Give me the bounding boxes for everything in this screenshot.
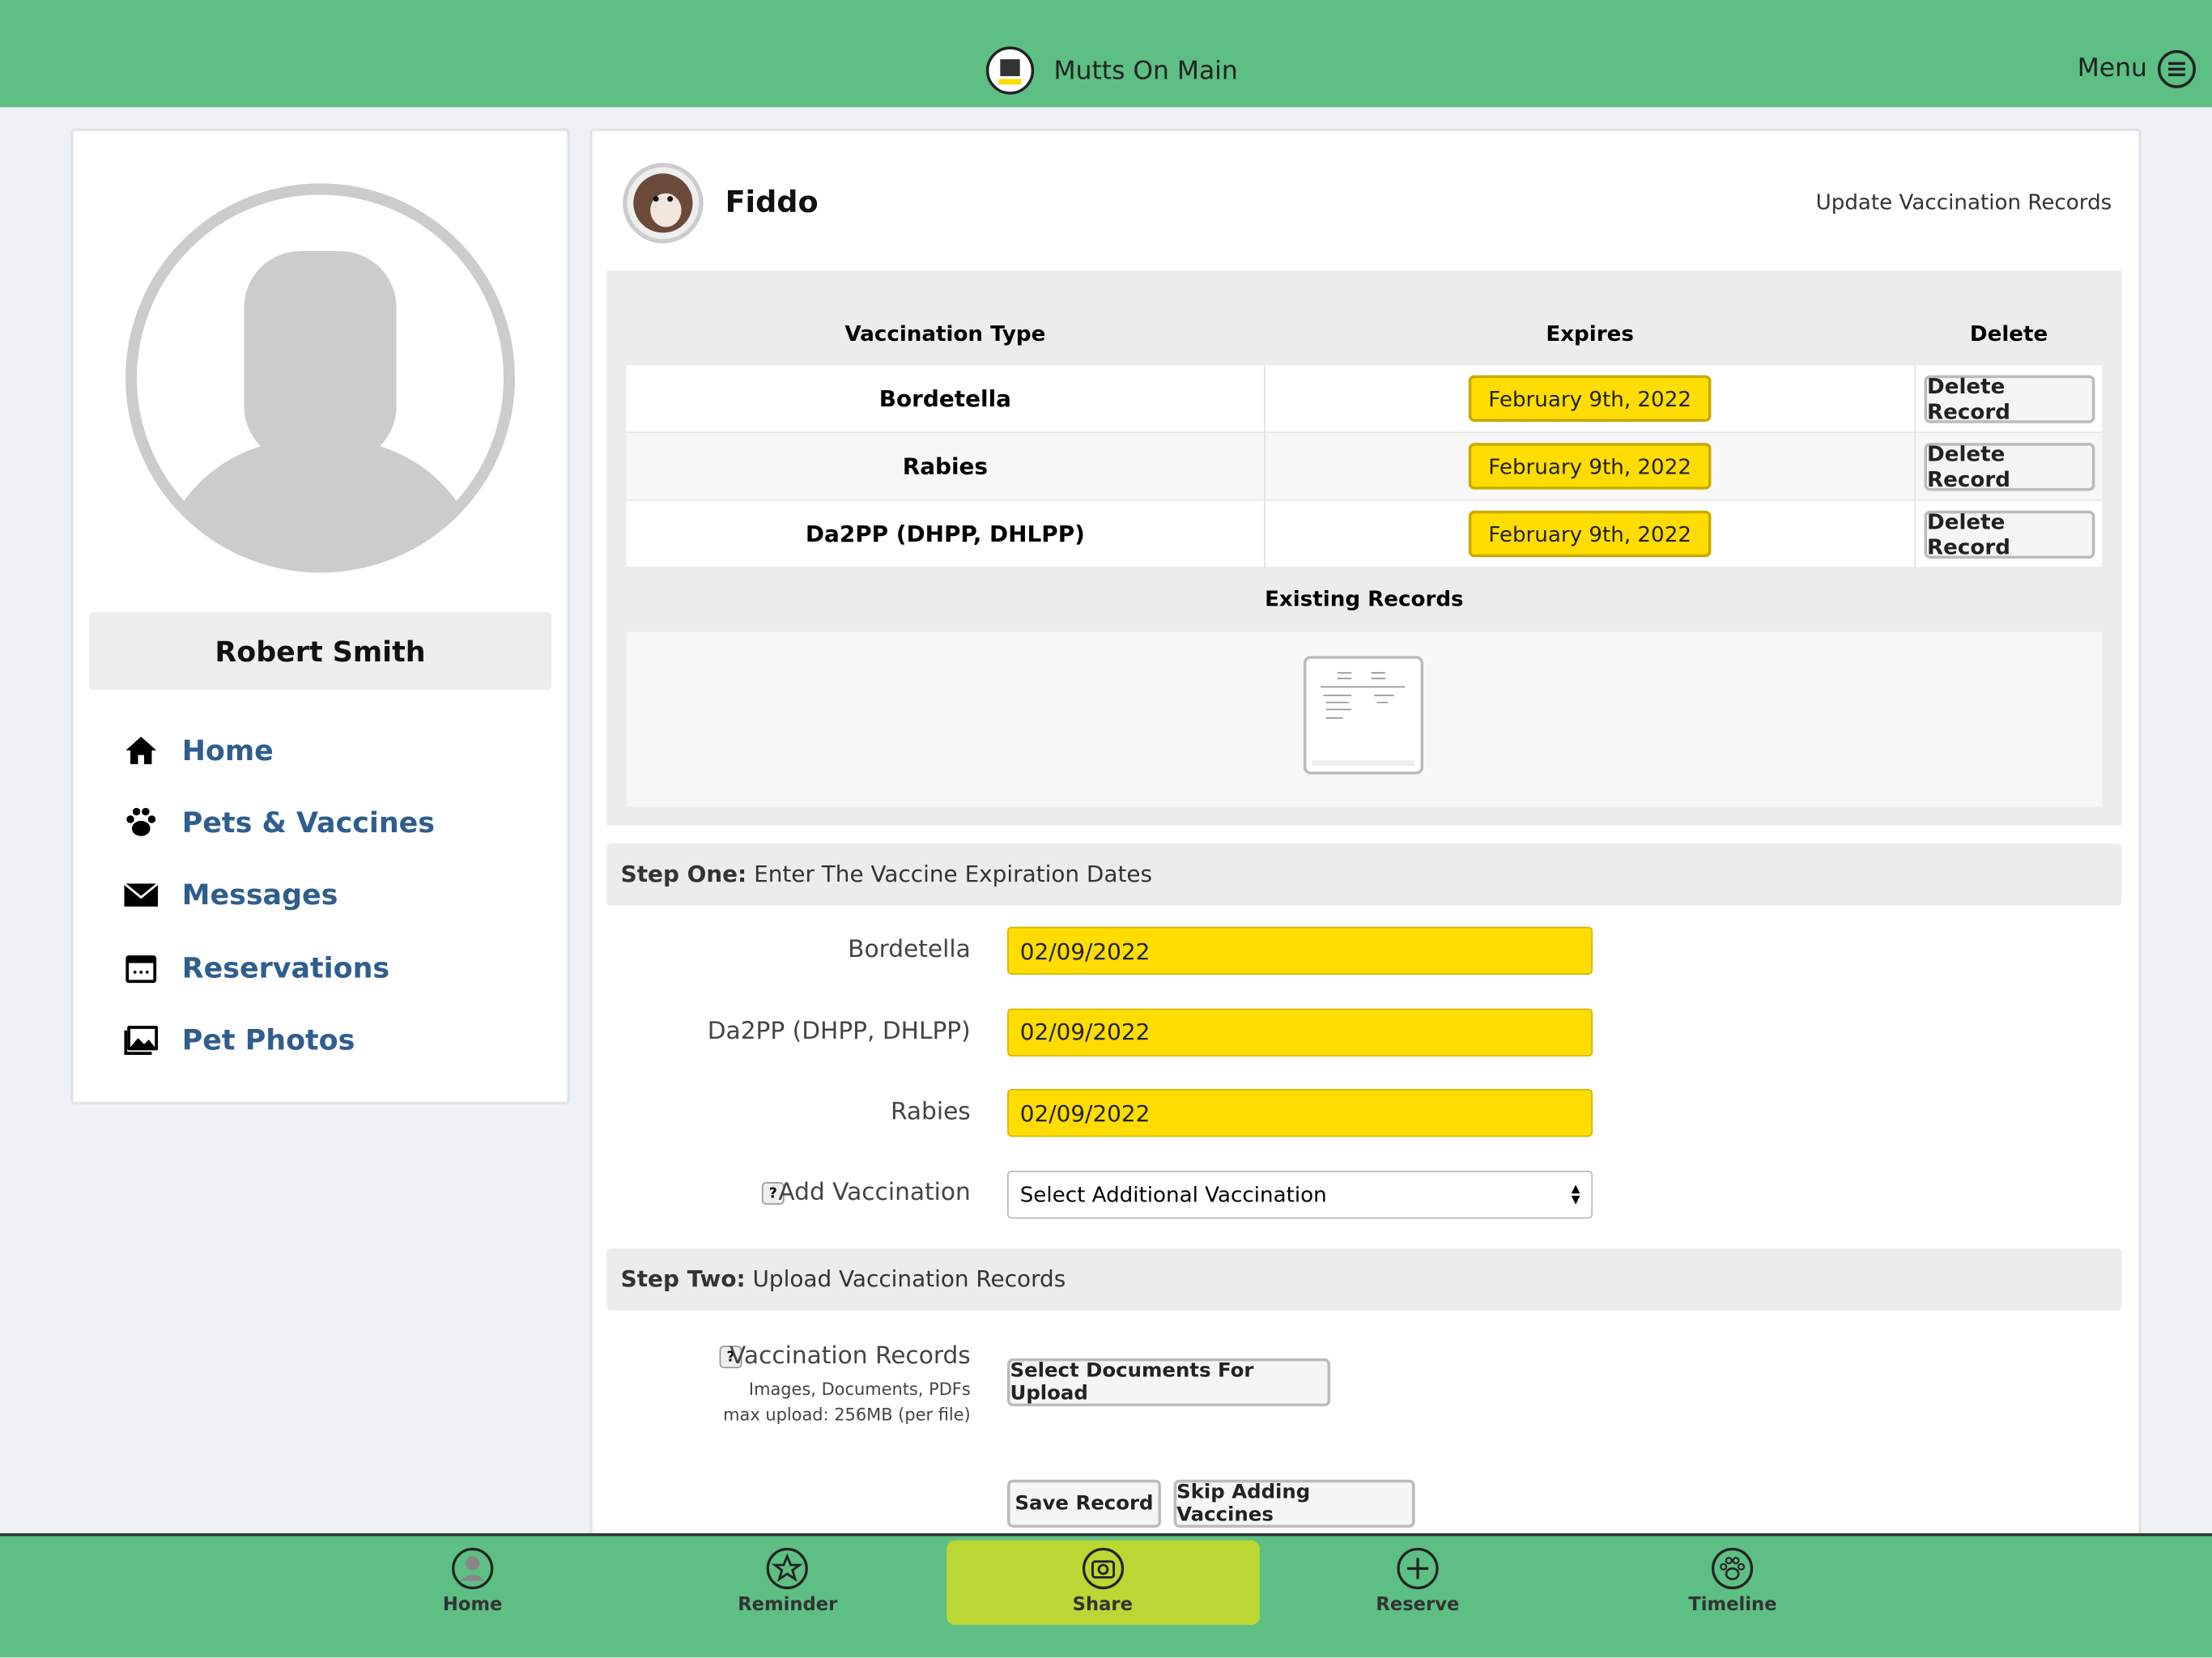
field-label: Rabies — [890, 1098, 971, 1127]
help-icon[interactable]: ? — [761, 1182, 785, 1205]
avatar — [125, 183, 515, 573]
select-text: Select Additional Vaccination — [1019, 1182, 1327, 1208]
table-row — [626, 500, 2103, 569]
vaccine-select[interactable]: Select Additional Vaccination ▲ ▼ — [1007, 1171, 1593, 1219]
brand: Mutts On Main — [1053, 56, 1238, 87]
field-label: Bordetella — [848, 936, 971, 964]
hint: Images, Documents, PDFs — [748, 1380, 971, 1400]
tab-label[interactable]: Timeline — [1688, 1594, 1777, 1616]
nav-item[interactable]: Messages — [181, 878, 338, 912]
date-input[interactable]: 02/09/2022 — [1007, 926, 1593, 975]
update-link[interactable]: Update Vaccination Records — [1815, 189, 2112, 215]
tab-icon[interactable] — [1397, 1547, 1439, 1590]
nav-icon[interactable] — [123, 877, 160, 913]
step-one: Step One: Enter The Vaccine Expiration D… — [620, 860, 1153, 887]
existing-records: Existing Records — [1265, 585, 1464, 612]
table-header: Expires — [1546, 321, 1634, 346]
step-text: Upload Vaccination Records — [752, 1265, 1066, 1292]
tab-label[interactable]: Share — [1072, 1594, 1133, 1616]
date-input[interactable]: 02/09/2022 — [1007, 1089, 1593, 1137]
nav-icon[interactable] — [123, 804, 160, 840]
field-label: Vaccination Records — [729, 1341, 971, 1371]
col-sep — [1264, 432, 1266, 501]
logo — [985, 46, 1035, 95]
table-row — [626, 365, 2103, 433]
table-header: Delete — [1969, 321, 2048, 346]
tab-icon[interactable] — [1082, 1547, 1124, 1590]
nav-item[interactable]: Home — [181, 733, 274, 767]
nav-item[interactable]: Pet Photos — [181, 1022, 355, 1056]
save-button[interactable]: Save Record — [1007, 1479, 1161, 1528]
upload-button[interactable]: Select Documents For Upload — [1007, 1358, 1331, 1407]
col-sep — [1914, 365, 1916, 433]
nav-icon[interactable] — [123, 1021, 160, 1057]
col-sep — [1264, 500, 1266, 569]
delete-button[interactable]: Delete Record — [1924, 374, 2095, 424]
nav-item[interactable]: Pets & Vaccines — [181, 806, 436, 840]
step-text: Enter The Vaccine Expiration Dates — [754, 860, 1153, 887]
tab-icon[interactable] — [767, 1547, 809, 1590]
col-sep — [1914, 500, 1916, 569]
step-one-bar — [606, 843, 2122, 906]
vaccine-type: Bordetella — [878, 385, 1011, 412]
record-thumbnail[interactable] — [1303, 656, 1424, 775]
menu-icon[interactable] — [2157, 49, 2197, 89]
col-sep — [1914, 432, 1916, 501]
nav-item[interactable]: Reservations — [181, 950, 390, 984]
header — [0, 0, 2212, 108]
delete-button[interactable]: Delete Record — [1924, 509, 2095, 560]
tab-label[interactable]: Home — [442, 1594, 503, 1616]
tab-label[interactable]: Reserve — [1376, 1594, 1460, 1616]
hint: max upload: 256MB (per file) — [723, 1405, 971, 1425]
menu[interactable]: Menu — [2077, 53, 2147, 83]
skip-button[interactable]: Skip Adding Vaccines — [1173, 1479, 1415, 1528]
step-two: Step Two: Upload Vaccination Records — [621, 1268, 1066, 1290]
table-row — [626, 432, 2103, 501]
date-input[interactable]: 02/09/2022 — [1007, 1007, 1593, 1056]
table-header: Vaccination Type — [844, 321, 1046, 346]
share-highlight — [946, 1540, 1260, 1626]
vaccine-type: Da2PP (DHPP, DHLPP) — [805, 520, 1085, 548]
tab-label[interactable]: Reminder — [738, 1594, 838, 1616]
pet-avatar — [623, 163, 704, 244]
field-label: Add Vaccination — [778, 1178, 971, 1207]
profile-name: Robert Smith — [215, 635, 426, 669]
nav-icon[interactable] — [123, 949, 160, 985]
name-bar — [88, 612, 552, 691]
delete-button[interactable]: Delete Record — [1924, 441, 2095, 492]
step-two-bar — [606, 1248, 2122, 1311]
step-label: Step One: — [620, 860, 747, 887]
expiry-badge: February 9th, 2022 — [1468, 510, 1712, 558]
col-sep — [1264, 365, 1266, 433]
step-label: Step Two: — [620, 1265, 746, 1292]
vaccine-type: Rabies — [902, 453, 989, 480]
help-icon[interactable]: ? — [719, 1346, 742, 1369]
tab-icon[interactable] — [1712, 1547, 1754, 1590]
nav-icon[interactable] — [123, 732, 160, 768]
field-label: Da2PP (DHPP, DHLPP) — [707, 1017, 971, 1046]
pet-name: Fiddo — [725, 185, 819, 219]
expiry-badge: February 9th, 2022 — [1468, 375, 1712, 422]
expiry-badge: February 9th, 2022 — [1468, 443, 1712, 490]
tab-icon[interactable] — [452, 1547, 494, 1590]
